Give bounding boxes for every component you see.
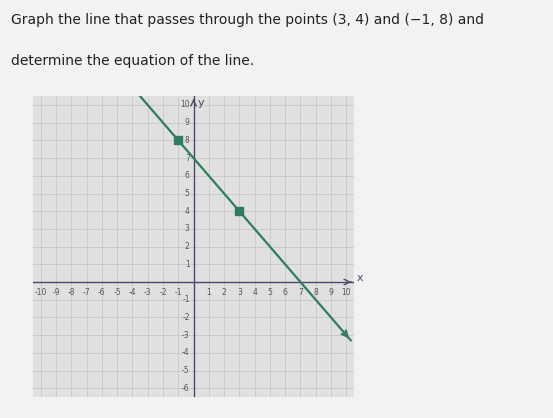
Text: 8: 8 — [314, 288, 318, 297]
Text: Graph the line that passes through the points (3, 4) and (−1, 8) and: Graph the line that passes through the p… — [11, 13, 484, 26]
Text: 5: 5 — [268, 288, 273, 297]
Text: 8: 8 — [185, 136, 190, 145]
Text: -3: -3 — [182, 331, 190, 340]
Point — [174, 137, 182, 144]
Text: -2: -2 — [159, 288, 167, 297]
Text: 2: 2 — [185, 242, 190, 251]
Text: -8: -8 — [67, 288, 75, 297]
Text: 1: 1 — [206, 288, 211, 297]
Text: -10: -10 — [35, 288, 47, 297]
Text: 4: 4 — [185, 207, 190, 216]
Text: -6: -6 — [182, 384, 190, 393]
Text: -2: -2 — [182, 313, 190, 322]
Text: -4: -4 — [182, 348, 190, 357]
Text: 6: 6 — [185, 171, 190, 180]
Text: 2: 2 — [222, 288, 227, 297]
Text: -1: -1 — [182, 295, 190, 304]
Text: 3: 3 — [237, 288, 242, 297]
Text: -5: -5 — [182, 366, 190, 375]
Text: -3: -3 — [144, 288, 152, 297]
Text: -1: -1 — [175, 288, 182, 297]
Text: 9: 9 — [328, 288, 333, 297]
Text: 9: 9 — [185, 118, 190, 127]
Text: -5: -5 — [113, 288, 121, 297]
Text: 10: 10 — [341, 288, 351, 297]
Text: -7: -7 — [83, 288, 91, 297]
Text: determine the equation of the line.: determine the equation of the line. — [11, 54, 254, 68]
Text: 3: 3 — [185, 224, 190, 233]
Point — [235, 208, 244, 214]
Text: 7: 7 — [185, 153, 190, 163]
Text: x: x — [357, 273, 364, 283]
Text: -6: -6 — [98, 288, 106, 297]
Text: -4: -4 — [129, 288, 136, 297]
Text: -9: -9 — [53, 288, 60, 297]
Text: 1: 1 — [185, 260, 190, 269]
Text: 5: 5 — [185, 189, 190, 198]
Text: y: y — [197, 98, 204, 108]
Text: 6: 6 — [283, 288, 288, 297]
Text: 4: 4 — [252, 288, 257, 297]
Text: 10: 10 — [180, 100, 190, 110]
Text: 7: 7 — [298, 288, 303, 297]
